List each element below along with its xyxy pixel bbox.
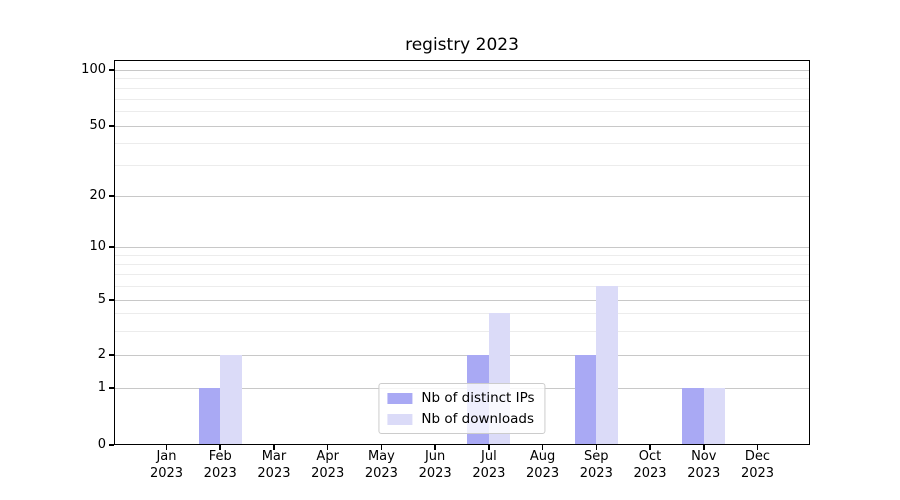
- gridline-minor: [114, 111, 810, 113]
- y-tick-mark: [109, 387, 114, 389]
- gridline-major: [114, 195, 810, 197]
- y-tick-label: 50: [89, 117, 106, 133]
- y-tick-label: 0: [97, 437, 106, 452]
- y-tick-label: 5: [97, 291, 106, 307]
- chart-title: registry 2023: [405, 35, 519, 55]
- gridline-minor: [114, 255, 810, 257]
- gridline-minor: [114, 98, 810, 100]
- x-tick-mark: [541, 445, 544, 450]
- bar-distinct-ips-sep: [574, 354, 597, 445]
- gridline-minor: [114, 78, 810, 80]
- gridline-major: [114, 299, 810, 301]
- y-tick-mark: [109, 246, 114, 248]
- x-tick-mark: [703, 445, 705, 450]
- gridline-minor: [114, 313, 810, 315]
- gridline-major: [114, 125, 810, 127]
- x-tick-label-nov: Nov 2023: [687, 449, 721, 481]
- legend-swatch-distinct-ips-icon: [387, 392, 413, 404]
- y-tick-label: 10: [89, 239, 106, 255]
- gridline-minor: [114, 274, 810, 276]
- x-tick-mark: [165, 445, 168, 450]
- bar-downloads-nov: [703, 388, 726, 445]
- gridline-minor: [114, 87, 810, 89]
- y-tick-mark: [109, 354, 114, 356]
- gridline-major: [114, 70, 810, 71]
- x-tick-label-aug: Aug 2023: [526, 449, 560, 481]
- x-tick-label-mar: Mar 2023: [257, 449, 291, 481]
- y-tick-mark: [109, 69, 114, 71]
- gridline-minor: [114, 264, 810, 266]
- gridline-minor: [114, 164, 810, 166]
- bar-distinct-ips-nov: [682, 388, 704, 445]
- x-tick-mark: [488, 445, 490, 450]
- legend-item-distinct-ips: Nb of distinct IPs: [387, 390, 535, 406]
- x-tick-mark: [595, 445, 598, 450]
- bar-downloads-sep: [596, 285, 618, 445]
- gridline-minor: [114, 285, 810, 287]
- x-tick-mark: [649, 445, 651, 450]
- legend-label-distinct-ips: Nb of distinct IPs: [421, 390, 535, 406]
- y-tick-label: 20: [89, 187, 106, 203]
- y-tick-mark: [109, 444, 114, 446]
- x-tick-label-apr: Apr 2023: [311, 449, 345, 481]
- x-tick-label-feb: Feb 2023: [203, 449, 237, 481]
- x-tick-label-sep: Sep 2023: [579, 449, 613, 481]
- x-tick-label-jan: Jan 2023: [149, 449, 184, 481]
- x-tick-label-jul: Jul 2023: [472, 449, 506, 481]
- x-tick-mark: [219, 445, 221, 450]
- y-tick-mark: [109, 299, 114, 301]
- y-tick-mark: [109, 195, 114, 197]
- plot-area: Nb of distinct IPs Nb of downloads: [114, 60, 810, 445]
- legend-item-downloads: Nb of downloads: [387, 411, 534, 427]
- legend-label-downloads: Nb of downloads: [421, 411, 534, 427]
- y-tick-label: 100: [81, 62, 106, 77]
- legend-swatch-downloads-icon: [387, 413, 413, 425]
- gridline-minor: [114, 142, 810, 144]
- y-tick-mark: [109, 125, 114, 127]
- gridline-major: [114, 247, 810, 249]
- x-tick-mark: [273, 445, 275, 450]
- x-tick-mark: [326, 445, 329, 450]
- x-tick-mark: [434, 445, 436, 450]
- y-tick-label: 2: [97, 346, 106, 362]
- bar-distinct-ips-feb: [198, 388, 221, 445]
- gridline-minor: [114, 330, 810, 332]
- x-tick-mark: [756, 445, 759, 450]
- x-tick-mark: [380, 445, 383, 450]
- bar-downloads-feb: [220, 354, 242, 445]
- gridline-major: [114, 354, 810, 356]
- x-tick-label-dec: Dec 2023: [740, 449, 775, 481]
- x-tick-label-may: May 2023: [364, 449, 398, 481]
- x-tick-label-jun: Jun 2023: [418, 449, 452, 481]
- x-tick-label-oct: Oct 2023: [633, 449, 667, 481]
- y-tick-label: 1: [97, 380, 106, 396]
- legend: Nb of distinct IPs Nb of downloads: [378, 383, 546, 434]
